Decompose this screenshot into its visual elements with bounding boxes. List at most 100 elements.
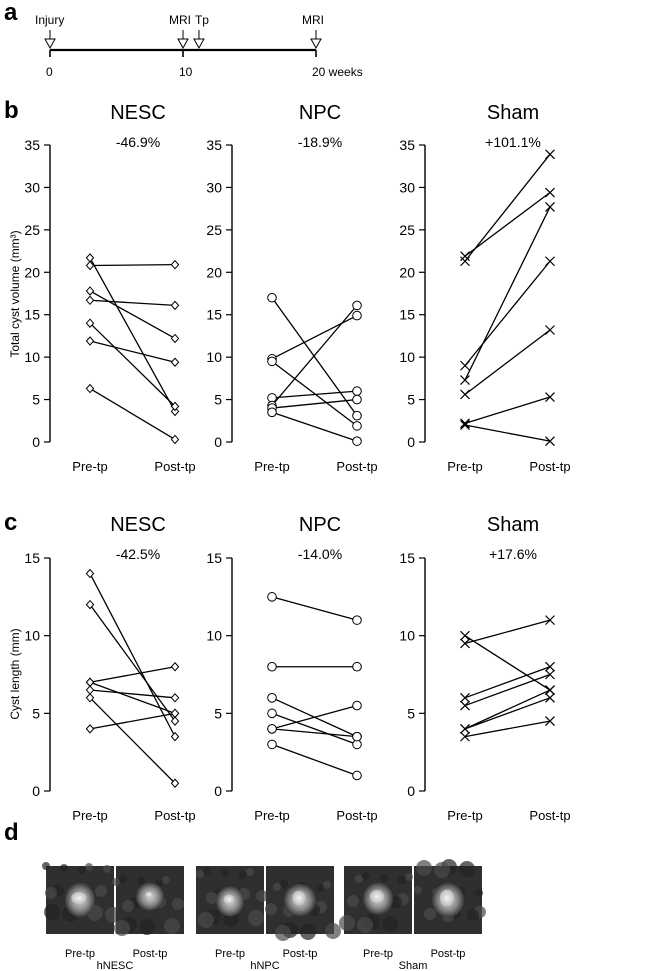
data-point	[545, 716, 555, 727]
data-point	[460, 251, 470, 262]
y-tick-label: 0	[32, 783, 40, 799]
data-point	[545, 661, 555, 672]
mri-texture	[239, 871, 247, 879]
percent-change: -42.5%	[116, 546, 160, 562]
timeline-tick-label: 0	[46, 65, 53, 79]
data-point	[545, 685, 555, 695]
mri-texture	[398, 876, 406, 884]
y-tick-label: 10	[24, 628, 40, 644]
chart-title: NESC	[110, 514, 166, 536]
series-line	[89, 681, 176, 714]
data-point	[85, 253, 95, 263]
mri-texture	[414, 886, 422, 894]
mri-texture	[246, 868, 254, 876]
series-line	[271, 360, 358, 427]
mri-timepoint-label: Post-tp	[133, 948, 168, 960]
data-point	[85, 724, 95, 734]
x-category-label: Pre-tp	[447, 459, 482, 474]
data-point	[352, 436, 362, 446]
y-tick-label: 25	[399, 222, 415, 238]
y-tick-label: 15	[399, 550, 415, 566]
series-line	[464, 666, 551, 699]
mri-texture	[390, 896, 402, 908]
y-tick-label: 15	[399, 307, 415, 323]
data-point	[460, 256, 470, 267]
data-point	[170, 357, 180, 367]
data-point	[352, 661, 362, 672]
mri-group-label: hNESC	[97, 960, 134, 971]
data-point	[460, 375, 470, 385]
timeline-tick-label: 20 weeks	[312, 65, 363, 79]
mri-timepoint-label: Pre-tp	[65, 948, 95, 960]
chart-title: NPC	[299, 102, 341, 124]
y-tick-label: 35	[399, 137, 415, 153]
mri-texture	[382, 916, 398, 932]
mri-texture	[112, 878, 120, 886]
y-tick-label: 0	[214, 783, 222, 799]
series-line	[89, 604, 176, 722]
series-line	[89, 257, 176, 412]
y-tick-label: 5	[407, 392, 415, 408]
x-category-label: Pre-tp	[447, 808, 482, 823]
y-tick-label: 5	[214, 705, 222, 721]
data-point	[460, 638, 470, 649]
series-line	[271, 390, 358, 399]
chart-b-nesc: 0 5 10 15 20 25 30 35 NESC -46.9% Total cyst volum…	[8, 102, 196, 474]
mri-texture	[434, 862, 450, 878]
chart-c-npc: 0 5 10 15 NPC -14.0% Pre-tp Post-tp	[206, 514, 377, 823]
data-point	[85, 568, 95, 579]
mri-texture	[42, 862, 50, 870]
mri-texture	[103, 865, 111, 873]
series-line	[464, 697, 551, 730]
mri-texture	[459, 861, 475, 877]
y-tick-label: 15	[206, 550, 222, 566]
data-point	[170, 259, 180, 270]
mri-texture	[300, 924, 316, 940]
series-line	[271, 596, 358, 621]
data-point	[85, 693, 95, 703]
panel-b-cyst-volume: 0 5 10 15 20 25 30 35 NESC -46.9% Total cyst volum…	[8, 102, 571, 474]
y-tick-label: 0	[214, 434, 222, 450]
series-line	[89, 340, 176, 363]
panel-label-c: c	[4, 509, 17, 536]
series-line	[271, 314, 358, 360]
mri-texture	[416, 860, 432, 876]
cyst-region	[223, 894, 235, 905]
x-category-label: Post-tp	[336, 459, 377, 474]
series-line	[89, 712, 176, 730]
mri-texture	[265, 903, 277, 915]
timeline-event-label: Tp	[195, 13, 209, 27]
series-line	[464, 689, 551, 730]
data-point	[352, 310, 362, 321]
x-category-label: Post-tp	[154, 808, 195, 823]
y-axis-label: Cyst length (mm)	[8, 628, 22, 719]
y-tick-label: 10	[399, 349, 415, 365]
mri-texture	[206, 892, 218, 904]
data-point	[545, 149, 555, 160]
data-point	[85, 685, 95, 695]
mri-texture	[196, 870, 204, 878]
data-point	[545, 436, 555, 447]
mri-texture	[405, 873, 413, 881]
timeline-arrow-marker	[310, 38, 322, 50]
percent-change: -46.9%	[116, 134, 160, 150]
series-line	[89, 387, 176, 441]
mri-texture	[275, 925, 291, 941]
mri-texture	[60, 864, 68, 872]
y-tick-label: 10	[206, 628, 222, 644]
series-line	[89, 290, 176, 340]
timeline-arrow-marker	[177, 38, 189, 50]
data-point	[85, 677, 95, 688]
x-category-label: Post-tp	[336, 808, 377, 823]
percent-change: -14.0%	[298, 546, 342, 562]
y-tick-label: 5	[32, 392, 40, 408]
data-point	[267, 739, 277, 750]
data-point	[352, 394, 362, 405]
y-tick-label: 0	[32, 434, 40, 450]
data-point	[85, 286, 95, 296]
series-line	[464, 206, 551, 381]
series-line	[89, 666, 176, 683]
data-point	[170, 731, 180, 742]
